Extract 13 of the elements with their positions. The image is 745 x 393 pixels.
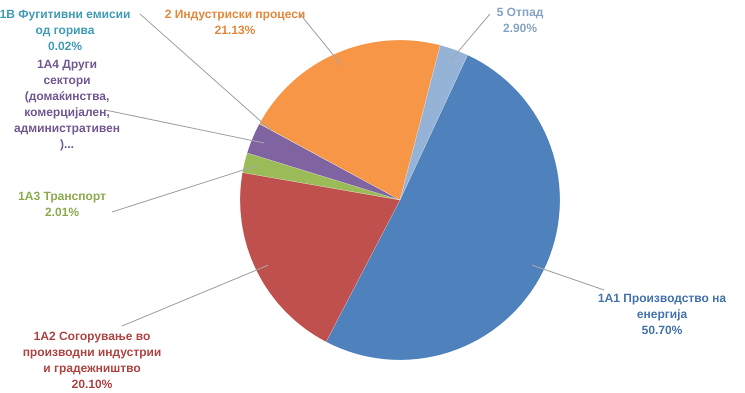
slice-label: 2 Индустриски процеси bbox=[164, 7, 306, 21]
data-label: 2.90% bbox=[502, 21, 538, 35]
data-label: 0.02% bbox=[48, 39, 82, 53]
slice-label: 1A3 Транспорт bbox=[18, 189, 106, 203]
slice-label: 5 Отпад bbox=[496, 5, 544, 19]
slice-label: 1A1 Производство на енергија bbox=[598, 291, 726, 321]
data-label: 2.01% bbox=[44, 205, 80, 219]
data-label: 50.70% bbox=[642, 323, 683, 337]
slice-label: 1B Фугитивни емисии од горива bbox=[0, 7, 130, 37]
slice-label: 1A2 Согорување во производни индустрии и градежништво bbox=[22, 329, 162, 375]
data-label: 20.10% bbox=[72, 377, 113, 391]
slice-label: 1A4 Други сектори (домаќинства, комерцијален, административен )... bbox=[14, 57, 120, 151]
data-label: 21.13% bbox=[214, 23, 256, 37]
